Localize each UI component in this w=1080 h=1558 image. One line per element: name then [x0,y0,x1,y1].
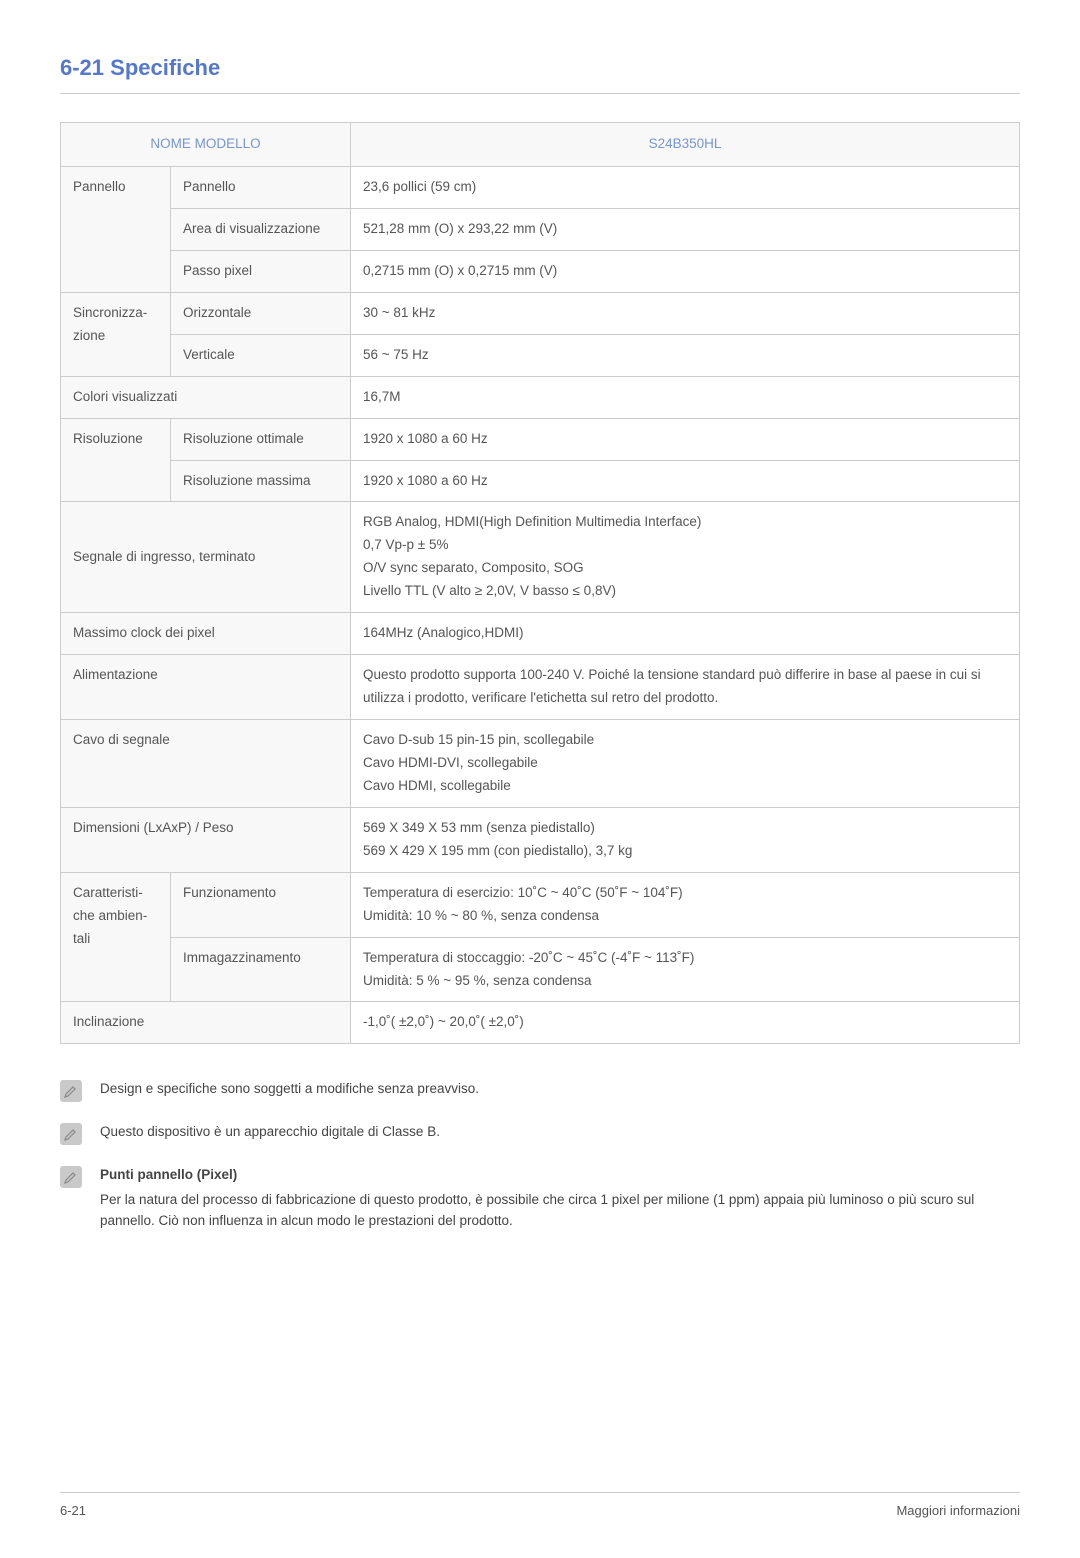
note-row: Punti pannello (Pixel) Per la natura del… [60,1165,1020,1232]
signal-line-4: Livello TTL (V alto ≥ 2,0V, V basso ≤ 0,… [363,580,1007,603]
note-body: Per la natura del processo di fabbricazi… [100,1192,974,1228]
cell-cable-val: Cavo D-sub 15 pin-15 pin, scollegabile C… [351,720,1020,808]
table-row: Cavo di segnale Cavo D-sub 15 pin-15 pin… [61,720,1020,808]
footer-left: 6-21 [60,1503,86,1518]
table-row: Verticale 56 ~ 75 Hz [61,334,1020,376]
footer-right: Maggiori informazioni [896,1503,1020,1518]
table-row: Risoluzione Risoluzione ottimale 1920 x … [61,418,1020,460]
cell-panel-pitch-label: Passo pixel [171,250,351,292]
dims-line-1: 569 X 349 X 53 mm (senza piedistallo) [363,817,1007,840]
table-row: Colori visualizzati 16,7M [61,376,1020,418]
table-row: Immagazzinamento Temperatura di stoccagg… [61,937,1020,1002]
table-row: Risoluzione massima 1920 x 1080 a 60 Hz [61,460,1020,502]
cable-line-2: Cavo HDMI-DVI, scollegabile [363,752,1007,775]
cell-panel-group: Pannello [61,166,171,292]
cell-panel-pitch-val: 0,2715 mm (O) x 0,2715 mm (V) [351,250,1020,292]
cell-colors-label: Colori visualizzati [61,376,351,418]
cell-power-val: Questo prodotto supporta 100-240 V. Poic… [351,655,1020,720]
cell-cable-label: Cavo di segnale [61,720,351,808]
env-op-line-2: Umidità: 10 % ~ 80 %, senza condensa [363,905,1007,928]
cell-res-opt-label: Risoluzione ottimale [171,418,351,460]
cell-res-max-label: Risoluzione massima [171,460,351,502]
cell-env-op-val: Temperatura di esercizio: 10˚C ~ 40˚C (5… [351,872,1020,937]
env-op-line-1: Temperatura di esercizio: 10˚C ~ 40˚C (5… [363,882,1007,905]
cell-res-group: Risoluzione [61,418,171,502]
notes-section: Design e specifiche sono soggetti a modi… [60,1079,1020,1232]
cell-res-max-val: 1920 x 1080 a 60 Hz [351,460,1020,502]
table-row: Inclinazione -1,0˚( ±2,0˚) ~ 20,0˚( ±2,0… [61,1002,1020,1044]
section-heading: 6-21 Specifiche [60,55,1020,94]
table-row: Pannello Pannello 23,6 pollici (59 cm) [61,166,1020,208]
cell-panel-panel-val: 23,6 pollici (59 cm) [351,166,1020,208]
cell-panel-area-label: Area di visualizzazione [171,208,351,250]
env-store-line-1: Temperatura di stoccaggio: -20˚C ~ 45˚C … [363,947,1007,970]
signal-line-2: 0,7 Vp-p ± 5% [363,534,1007,557]
cell-res-opt-val: 1920 x 1080 a 60 Hz [351,418,1020,460]
table-row: Dimensioni (LxAxP) / Peso 569 X 349 X 53… [61,807,1020,872]
table-row: Massimo clock dei pixel 164MHz (Analogic… [61,613,1020,655]
table-row: Passo pixel 0,2715 mm (O) x 0,2715 mm (V… [61,250,1020,292]
cell-maxclock-label: Massimo clock dei pixel [61,613,351,655]
note-text: Questo dispositivo è un apparecchio digi… [100,1122,440,1143]
note-icon [60,1080,82,1102]
note-row: Questo dispositivo è un apparecchio digi… [60,1122,1020,1145]
cell-sync-v-val: 56 ~ 75 Hz [351,334,1020,376]
cell-env-group: Caratteristi-che ambien-tali [61,872,171,1002]
cell-sync-h-label: Orizzontale [171,292,351,334]
cell-maxclock-val: 164MHz (Analogico,HDMI) [351,613,1020,655]
cell-colors-val: 16,7M [351,376,1020,418]
cell-sync-v-label: Verticale [171,334,351,376]
table-row: Segnale di ingresso, terminato RGB Analo… [61,502,1020,613]
env-store-line-2: Umidità: 5 % ~ 95 %, senza condensa [363,970,1007,993]
cell-dims-val: 569 X 349 X 53 mm (senza piedistallo) 56… [351,807,1020,872]
cell-dims-label: Dimensioni (LxAxP) / Peso [61,807,351,872]
cell-panel-area-val: 521,28 mm (O) x 293,22 mm (V) [351,208,1020,250]
cell-power-label: Alimentazione [61,655,351,720]
table-header-row: NOME MODELLO S24B350HL [61,123,1020,167]
cable-line-3: Cavo HDMI, scollegabile [363,775,1007,798]
cable-line-1: Cavo D-sub 15 pin-15 pin, scollegabile [363,729,1007,752]
cell-tilt-val: -1,0˚( ±2,0˚) ~ 20,0˚( ±2,0˚) [351,1002,1020,1044]
cell-signal-label: Segnale di ingresso, terminato [61,502,351,613]
page-footer: 6-21 Maggiori informazioni [60,1492,1020,1518]
signal-line-1: RGB Analog, HDMI(High Definition Multime… [363,511,1007,534]
cell-env-op-label: Funzionamento [171,872,351,937]
signal-line-3: O/V sync separato, Composito, SOG [363,557,1007,580]
header-model-name: NOME MODELLO [61,123,351,167]
header-model-value: S24B350HL [351,123,1020,167]
cell-sync-group: Sincronizza-zione [61,292,171,376]
cell-env-store-val: Temperatura di stoccaggio: -20˚C ~ 45˚C … [351,937,1020,1002]
cell-env-store-label: Immagazzinamento [171,937,351,1002]
note-text: Punti pannello (Pixel) Per la natura del… [100,1165,1020,1232]
table-row: Area di visualizzazione 521,28 mm (O) x … [61,208,1020,250]
note-icon [60,1166,82,1188]
note-text: Design e specifiche sono soggetti a modi… [100,1079,479,1100]
note-title: Punti pannello (Pixel) [100,1165,1020,1186]
note-icon [60,1123,82,1145]
cell-panel-panel-label: Pannello [171,166,351,208]
cell-tilt-label: Inclinazione [61,1002,351,1044]
cell-sync-h-val: 30 ~ 81 kHz [351,292,1020,334]
cell-signal-val: RGB Analog, HDMI(High Definition Multime… [351,502,1020,613]
dims-line-2: 569 X 429 X 195 mm (con piedistallo), 3,… [363,840,1007,863]
table-row: Sincronizza-zione Orizzontale 30 ~ 81 kH… [61,292,1020,334]
note-row: Design e specifiche sono soggetti a modi… [60,1079,1020,1102]
spec-table: NOME MODELLO S24B350HL Pannello Pannello… [60,122,1020,1044]
table-row: Alimentazione Questo prodotto supporta 1… [61,655,1020,720]
table-row: Caratteristi-che ambien-tali Funzionamen… [61,872,1020,937]
